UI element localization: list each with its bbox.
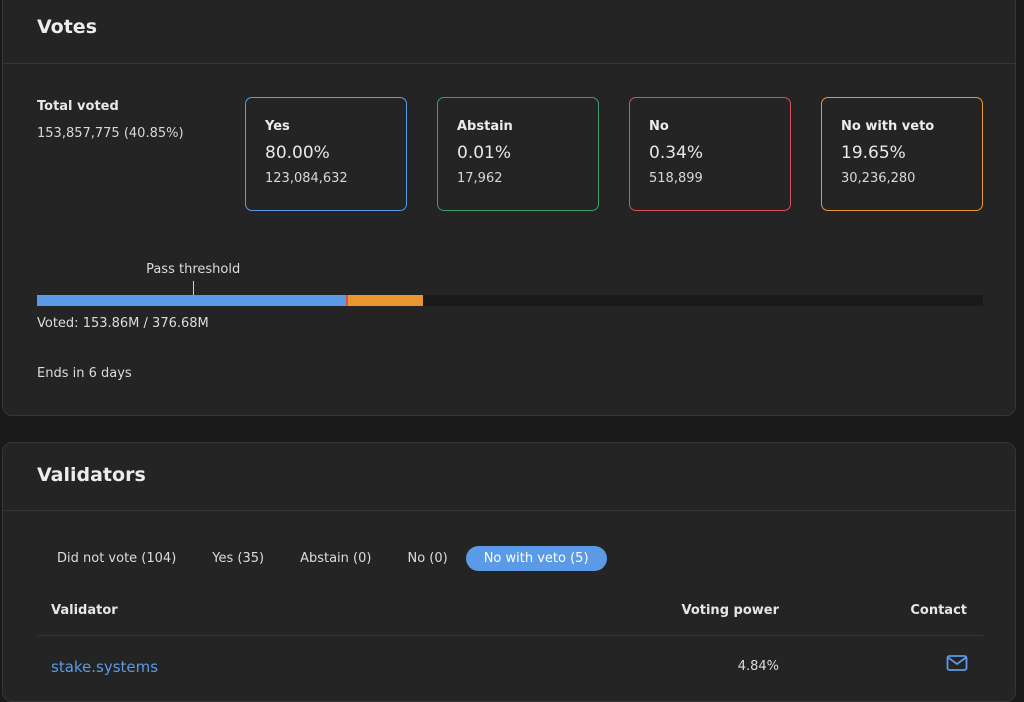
total-voted-value: 153,857,775 (40.85%) [37,126,184,141]
validators-divider [3,510,1015,511]
total-voted-label: Total voted [37,99,119,114]
vote-progress-bar [37,295,983,306]
vote-bar-yes [37,295,346,306]
tab-did-not-vote[interactable]: Did not vote (104) [39,546,194,571]
voting-end-time: Ends in 6 days [37,366,132,381]
pass-threshold-marker [193,281,194,295]
validators-card: Validators Did not vote (104) Yes (35) A… [2,442,1016,702]
vote-option-count: 518,899 [649,171,790,186]
column-header-voting-power: Voting power [681,603,779,618]
tab-abstain[interactable]: Abstain (0) [282,546,389,571]
vote-bar-no-with-veto [348,295,424,306]
tab-no-with-veto[interactable]: No with veto (5) [466,546,607,571]
voted-summary: Voted: 153.86M / 376.68M [37,316,209,331]
tab-yes[interactable]: Yes (35) [194,546,282,571]
vote-option-count: 17,962 [457,171,598,186]
vote-filter-tabs: Did not vote (104) Yes (35) Abstain (0) … [39,545,607,571]
vote-option-percent: 80.00% [265,143,406,163]
column-header-contact: Contact [910,603,967,618]
vote-box-yes: Yes 80.00% 123,084,632 [245,97,407,211]
vote-box-no-with-veto: No with veto 19.65% 30,236,280 [821,97,983,211]
vote-option-label: No with veto [841,119,982,134]
vote-option-label: No [649,119,790,134]
votes-card: Votes Total voted 153,857,775 (40.85%) Y… [2,0,1016,416]
vote-option-percent: 0.01% [457,143,598,163]
column-header-validator: Validator [51,603,118,618]
votes-title: Votes [37,16,97,38]
vote-box-no: No 0.34% 518,899 [629,97,791,211]
vote-option-count: 30,236,280 [841,171,982,186]
tab-no[interactable]: No (0) [389,546,465,571]
mail-icon[interactable] [946,654,968,672]
validators-title: Validators [37,464,146,486]
vote-option-percent: 19.65% [841,143,982,163]
vote-option-label: Abstain [457,119,598,134]
vote-box-abstain: Abstain 0.01% 17,962 [437,97,599,211]
votes-divider [3,63,1015,64]
validator-name-link[interactable]: stake.systems [51,658,158,676]
table-header-divider [37,635,983,636]
pass-threshold-label: Pass threshold [146,262,240,277]
vote-option-percent: 0.34% [649,143,790,163]
validator-voting-power: 4.84% [738,659,779,674]
vote-option-count: 123,084,632 [265,171,406,186]
vote-option-label: Yes [265,119,406,134]
